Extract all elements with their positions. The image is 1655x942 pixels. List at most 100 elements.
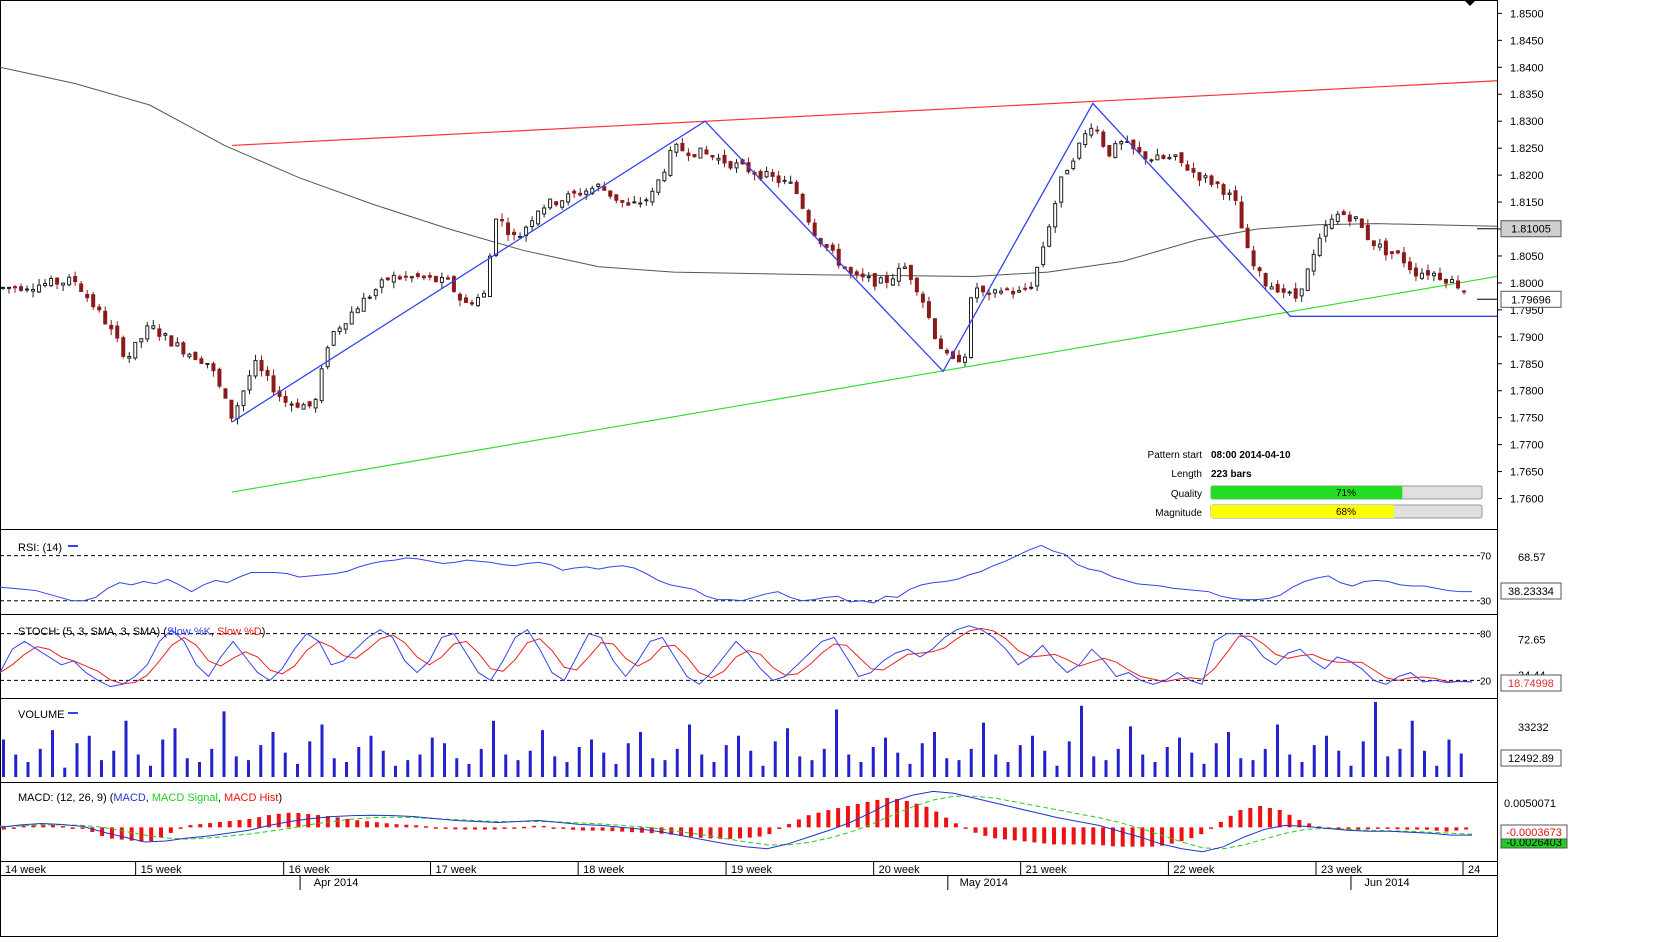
magnitude-label: Magnitude xyxy=(1155,508,1202,519)
candle-body xyxy=(1005,288,1010,291)
volume-bar xyxy=(345,762,348,777)
candle-body xyxy=(650,190,655,203)
candle-body xyxy=(1059,176,1064,203)
candle-body xyxy=(175,342,180,347)
macd-legend-macd: MACD xyxy=(113,792,145,804)
candle-body xyxy=(217,368,222,387)
macd-hist-bar xyxy=(1287,814,1292,828)
candle-body xyxy=(1251,250,1256,267)
macd-hist-bar xyxy=(934,811,939,828)
stoch-current-box xyxy=(1500,674,1562,692)
volume-bar xyxy=(100,760,103,777)
indicator-titles: RSI: (14) STOCH: (5, 3, SMA, 3, SMA) (Sl… xyxy=(18,542,282,804)
candle-body xyxy=(1215,181,1220,185)
candle-body xyxy=(265,369,270,376)
macd-hist-bar xyxy=(885,797,890,828)
candle-body xyxy=(1047,226,1052,247)
candle-body xyxy=(1293,288,1298,299)
volume-bar xyxy=(516,760,520,777)
candle-body xyxy=(734,162,739,169)
candle-body xyxy=(1143,151,1148,160)
volume-bar xyxy=(51,730,54,777)
macd-hist-bar xyxy=(365,821,370,828)
week-label: 20 week xyxy=(879,864,920,876)
volume-bar xyxy=(1043,750,1047,777)
candle-body xyxy=(469,302,474,305)
candle-body xyxy=(710,155,715,158)
macd-hist-bar xyxy=(1052,827,1057,845)
month-label: May 2014 xyxy=(960,877,1008,889)
macd-hist-bar xyxy=(1277,810,1282,828)
volume-bar xyxy=(418,754,422,777)
macd-hist-bar xyxy=(31,824,36,828)
macd-hist-bar xyxy=(1189,827,1194,839)
candle-body xyxy=(1101,131,1106,147)
volume-bar xyxy=(1300,762,1304,777)
macd-hist-bar xyxy=(757,827,762,837)
macd-hist-bar xyxy=(286,812,291,828)
volume-bar xyxy=(663,760,667,777)
volume-bar xyxy=(626,743,630,777)
macd-hist-bar xyxy=(1071,827,1076,845)
length-value: 223 bars xyxy=(1211,469,1252,480)
candle-body xyxy=(283,395,288,403)
stoch-d-label: Slow %D xyxy=(217,626,262,638)
volume-bar xyxy=(553,756,557,777)
macd-hist-bar xyxy=(1415,827,1420,830)
candle-body xyxy=(1419,272,1424,279)
candle-body xyxy=(319,368,324,402)
volume-bar xyxy=(920,743,924,777)
macd-hist-bar xyxy=(1199,827,1204,835)
candle-body xyxy=(1041,246,1046,266)
candle-body xyxy=(1197,172,1202,181)
macd-hist-bar xyxy=(1366,827,1371,830)
macd-hist-bar xyxy=(590,827,595,831)
candle-body xyxy=(259,360,264,372)
volume-bar xyxy=(1251,760,1255,777)
candle-body xyxy=(97,306,102,311)
volume-bar xyxy=(1227,732,1230,777)
macd-hist-bar xyxy=(316,815,321,828)
macd-hist-bar xyxy=(1336,827,1341,830)
candle-body xyxy=(1185,164,1190,171)
candle-body xyxy=(313,398,318,409)
stoch-title-text: STOCH: (5, 3, SMA, 3, SMA) xyxy=(18,626,160,638)
macd-hist-bar xyxy=(816,812,821,828)
candle-body xyxy=(343,323,348,330)
candle-body xyxy=(337,327,342,333)
volume-bar xyxy=(749,750,753,777)
volume-bar xyxy=(933,732,936,777)
candle-body xyxy=(1389,251,1394,255)
volume-bar xyxy=(1055,765,1059,777)
y-tick-label: 1.7900 xyxy=(1510,332,1544,344)
volume-bar xyxy=(982,722,985,777)
macd-hist-bar xyxy=(70,827,75,829)
stoch-level-label: 20 xyxy=(1480,676,1492,687)
macd-line xyxy=(0,790,1472,853)
macd-hist-bar xyxy=(443,827,448,829)
week-label: 21 week xyxy=(1026,864,1067,876)
candle-body xyxy=(85,293,90,299)
candle-body xyxy=(1305,268,1310,292)
macd-hist-bar xyxy=(1110,827,1115,847)
zigzag-pattern-line xyxy=(231,102,1497,423)
candle-body xyxy=(975,287,980,299)
macd-hist-bar xyxy=(600,827,605,831)
candle-body xyxy=(475,297,480,307)
volume-bar xyxy=(271,732,275,777)
volume-bar xyxy=(1423,750,1426,777)
macd-hist-bar xyxy=(306,814,311,828)
candle-body xyxy=(55,277,60,285)
candle-body xyxy=(1221,184,1226,195)
candle-body xyxy=(295,402,300,408)
volume-scale-label: 33232 xyxy=(1518,722,1549,734)
volume-bar xyxy=(406,760,410,777)
candle-body xyxy=(145,325,150,340)
macd-hist-bar xyxy=(1218,821,1223,828)
candle-body xyxy=(1245,227,1250,249)
candle-body xyxy=(1257,267,1262,272)
candle-body xyxy=(127,356,132,359)
candle-body xyxy=(307,401,312,407)
candle-body xyxy=(481,292,486,298)
